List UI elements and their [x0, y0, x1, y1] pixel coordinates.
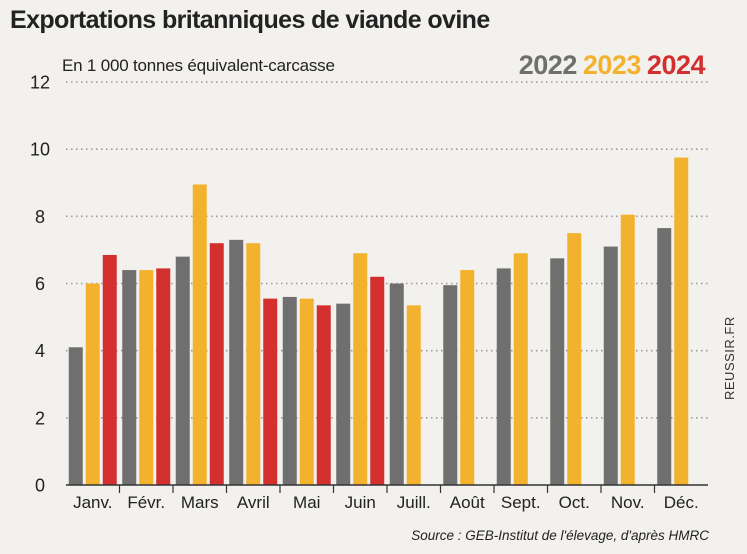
x-tick-label: Déc. — [664, 493, 699, 512]
y-axis-ticks: 0 2 4 6 8 10 12 — [30, 73, 50, 496]
x-tick-label: Mars — [181, 493, 219, 512]
bar-2024-2 — [209, 243, 224, 485]
bar-2022-9 — [550, 258, 565, 485]
chart-title: Exportations britanniques de viande ovin… — [10, 6, 490, 34]
bar-2023-4 — [299, 298, 314, 485]
bar-2022-5 — [336, 303, 351, 485]
bar-2022-3 — [229, 239, 244, 485]
x-tick-label: Juin — [345, 493, 376, 512]
y-tick-label: 8 — [35, 207, 45, 227]
bar-2023-2 — [192, 184, 207, 485]
x-tick-label: Avril — [237, 493, 270, 512]
x-tick-label: Oct. — [559, 493, 590, 512]
gridlines — [66, 81, 708, 419]
y-tick-label: 4 — [35, 341, 45, 361]
legend-entry-2024: 2024 — [646, 50, 706, 80]
legend-entry-2023: 2023 — [582, 50, 642, 80]
bar-2024-0 — [102, 254, 117, 485]
legend-entry-2022: 2022 — [518, 50, 578, 80]
bar-2022-10 — [603, 246, 618, 485]
x-axis: Janv. Févr. Mars Avril Mai Juin Juill. Août Sept… — [66, 484, 708, 512]
bar-2022-0 — [68, 347, 83, 485]
x-tick-label: Juill. — [397, 493, 431, 512]
y-tick-label: 12 — [30, 73, 50, 93]
chart-subtitle: En 1 000 tonnes équivalent-carcasse — [62, 56, 335, 75]
bar-2022-11 — [657, 228, 672, 485]
bar-2022-8 — [496, 268, 511, 485]
bar-2024-4 — [316, 305, 331, 485]
bar-2022-7 — [443, 285, 458, 485]
x-tick-label: Févr. — [127, 493, 165, 512]
bar-2022-1 — [122, 270, 137, 485]
x-tick-label: Août — [450, 493, 485, 512]
bar-2024-3 — [263, 298, 278, 485]
bar-2023-9 — [567, 233, 582, 485]
y-tick-label: 2 — [35, 408, 45, 428]
bar-2023-7 — [460, 270, 475, 485]
x-tick-label: Mai — [293, 493, 320, 512]
bar-2022-4 — [282, 296, 297, 485]
y-tick-label: 6 — [35, 274, 45, 294]
bar-2024-1 — [156, 268, 171, 485]
bar-2023-6 — [406, 305, 421, 485]
bar-2023-3 — [246, 243, 261, 485]
y-tick-label: 0 — [35, 476, 45, 496]
bar-2023-11 — [674, 157, 689, 485]
bar-2023-0 — [85, 283, 100, 485]
source-note: Source : GEB-Institut de l'élevage, d'ap… — [411, 528, 709, 543]
x-tick-label: Sept. — [501, 493, 541, 512]
bar-2024-5 — [370, 276, 385, 485]
bar-2023-8 — [513, 253, 528, 485]
legend: 2022 2023 2024 — [513, 50, 706, 81]
bar-2023-1 — [139, 270, 154, 485]
bar-2023-5 — [353, 253, 368, 485]
watermark: REUSSIR.FR — [722, 316, 737, 400]
bar-2022-2 — [175, 256, 190, 485]
y-tick-label: 10 — [30, 140, 50, 160]
bar-2023-10 — [620, 214, 635, 485]
x-tick-label: Nov. — [611, 493, 645, 512]
bars — [68, 157, 689, 485]
x-tick-label: Janv. — [73, 493, 112, 512]
bar-2022-6 — [389, 283, 404, 485]
